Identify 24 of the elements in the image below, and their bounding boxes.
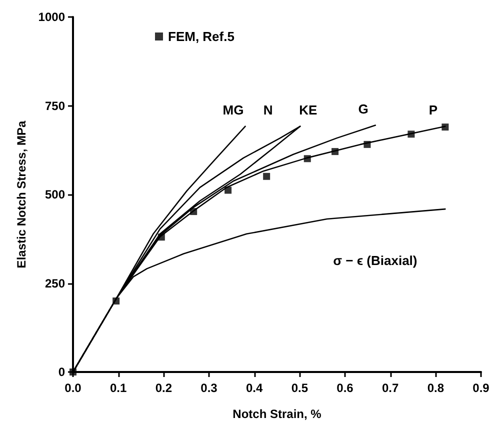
y-axis-title: Elastic Notch Stress, MPa [14,120,28,268]
y-tick-label: 1000 [38,10,66,24]
legend-label: FEM, Ref.5 [168,29,234,44]
series-label: MG [222,102,244,118]
series-label: N [263,102,273,118]
x-tick-label: 0.2 [155,381,172,395]
x-tick-label: 0.0 [64,381,82,395]
series-label: KE [299,102,318,118]
y-tick-label: 500 [44,188,66,202]
y-tick-label: 0 [58,365,66,379]
x-tick-label: 0.8 [427,381,444,395]
x-tick-label: 0.5 [291,381,308,395]
x-tick-label: 0.9 [472,381,490,395]
x-tick-label: 0.7 [382,381,399,395]
text: σ − ϵ (Biaxial) [333,253,418,268]
y-tick-label: 750 [44,98,66,113]
series-label: P [428,102,438,118]
series-label: G [358,101,368,116]
x-axis-title: Notch Strain, % [232,407,322,421]
x-tick-label: 0.1 [110,381,127,395]
y-tick-label: 250 [44,276,66,290]
x-tick-label: 0.4 [246,381,263,395]
x-tick-label: 0.6 [336,381,354,395]
x-tick-label: 0.3 [200,381,218,395]
